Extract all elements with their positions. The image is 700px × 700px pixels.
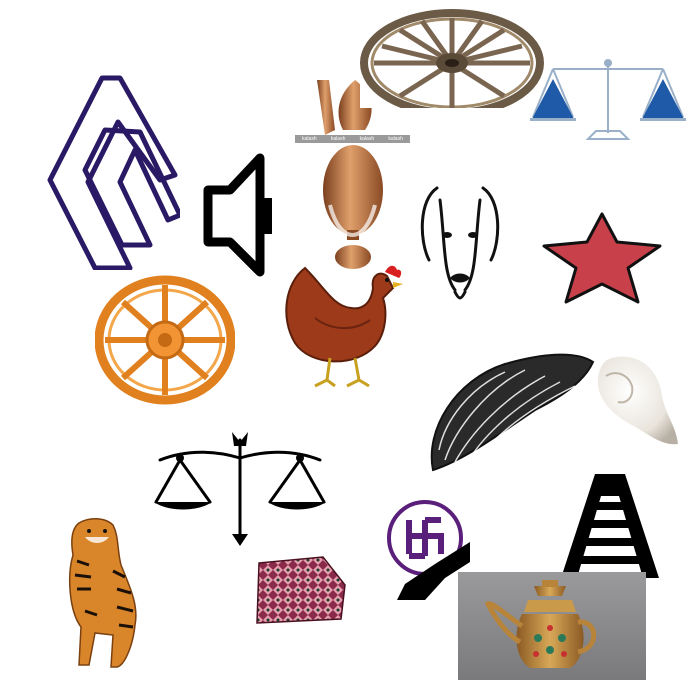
tiger-icon [55,515,145,670]
dog-face-icon [415,180,505,310]
overlay-label: kalash [359,136,375,142]
ornate-teapot-icon [458,572,646,680]
speaker-icon [198,150,278,280]
swastika-circle-icon [385,492,470,600]
conch-shell-engraving-icon [425,350,595,475]
overlay-label: kalash [330,136,346,142]
ladder-icon [555,472,665,580]
balance-scale-blue-icon [528,55,688,145]
scale-arrow-icon [150,430,330,550]
kalash-label-strip: kalash kalash kalash kalash [295,135,410,143]
dhaka-topi-cap-icon [253,555,348,625]
cart-wheel-icon [360,8,545,108]
overlay-label: kalash [302,136,317,142]
overlay-label: kalash [388,136,403,142]
red-star-icon [540,210,665,305]
zigzag-c-logo-icon [40,70,180,270]
hen-icon [275,258,405,390]
orange-dharma-wheel-icon [95,275,235,405]
white-conch-shell-icon [592,352,680,452]
